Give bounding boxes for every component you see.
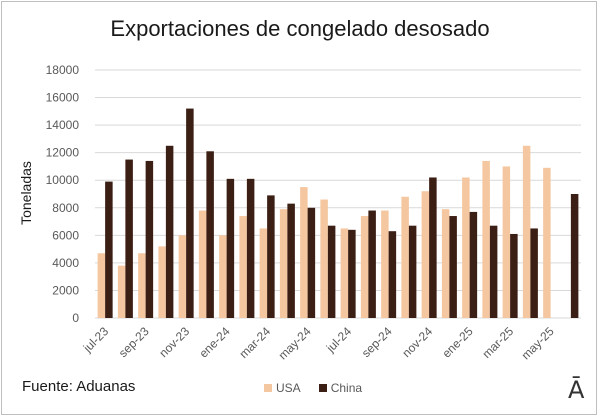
bar-usa-may-24 (300, 187, 308, 318)
bar-china-mar-25 (510, 233, 518, 318)
chart-title: Exportaciones de congelado desosado (110, 16, 490, 41)
bar-usa-abr-25 (522, 145, 531, 318)
bar-china-dic-24 (449, 216, 457, 318)
bar-usa-oct-23 (158, 246, 166, 318)
bar-usa-dic-23 (198, 210, 207, 318)
x-tick-label: may-25 (519, 324, 557, 362)
bar-usa-ago-23 (117, 265, 126, 318)
bar-usa-sep-23 (138, 253, 146, 318)
bar-usa-nov-24 (421, 191, 430, 318)
bar-china-mar-24 (267, 195, 275, 318)
legend-label-china: China (330, 381, 363, 395)
bar-usa-feb-25 (482, 160, 490, 318)
x-tick-label: ene-24 (196, 324, 233, 361)
bar-china-abr-25 (530, 228, 538, 318)
x-tick-label: ene-25 (439, 324, 476, 361)
bar-china-dic-23 (206, 151, 214, 318)
bar-usa-ene-25 (462, 177, 470, 318)
legend: USA China (264, 381, 362, 395)
bar-china-jul-23 (105, 181, 113, 318)
bar-usa-jun-24 (320, 199, 328, 318)
bar-china-feb-25 (489, 225, 498, 318)
legend-swatch-usa (264, 384, 272, 392)
bar-china-feb-24 (246, 178, 255, 318)
bar-usa-ene-24 (219, 235, 227, 318)
bar-usa-abr-24 (279, 209, 288, 318)
y-tick-label: 0 (72, 311, 79, 325)
y-tick-label: 8000 (52, 201, 79, 215)
y-tick-label: 14000 (46, 118, 80, 132)
x-tick-label: jul-24 (323, 324, 355, 356)
y-tick-label: 6000 (52, 228, 79, 242)
bar-china-may-24 (307, 207, 316, 318)
legend-swatch-china (318, 384, 327, 392)
bar-usa-mar-24 (259, 228, 268, 318)
source-note: Fuente: Aduanas (22, 378, 136, 395)
y-tick-label: 10000 (46, 173, 80, 187)
bar-china-jun-25 (570, 194, 579, 318)
y-tick-label: 4000 (52, 256, 79, 270)
bar-china-ene-25 (469, 211, 478, 318)
x-tick-label: sep-23 (116, 324, 152, 360)
bars (97, 108, 579, 318)
legend-item-china: China (318, 381, 363, 395)
x-tick-label: may-24 (276, 324, 314, 362)
x-tick-label: nov-23 (156, 324, 192, 360)
brand-logo: Ā (568, 376, 585, 404)
bar-china-jun-24 (327, 225, 336, 318)
x-tick-label: mar-24 (236, 324, 273, 361)
bar-usa-nov-23 (178, 235, 187, 318)
x-tick-label: nov-24 (399, 324, 435, 360)
bar-china-ago-24 (368, 210, 376, 318)
bar-china-jul-24 (348, 229, 356, 318)
bar-china-nov-24 (429, 177, 437, 318)
x-tick-label: jul-23 (80, 324, 112, 356)
bar-china-sep-23 (145, 160, 154, 318)
x-tick-labels: jul-23 sep-23 nov-23 ene-24 mar-24 may-24 jul-… (80, 324, 557, 362)
bar-china-sep-24 (388, 231, 397, 318)
bar-usa-jul-23 (97, 253, 106, 318)
bar-usa-jul-24 (340, 228, 349, 318)
x-tick-label: sep-24 (359, 324, 395, 360)
y-tick-label: 16000 (46, 91, 80, 105)
bar-usa-mar-25 (502, 166, 511, 318)
y-tick-label: 12000 (46, 146, 80, 160)
legend-item-usa: USA (264, 381, 301, 395)
x-tick-label: mar-25 (479, 324, 516, 361)
bar-china-ene-24 (226, 178, 235, 318)
bar-usa-dic-24 (441, 209, 450, 318)
bar-usa-ago-24 (360, 216, 369, 318)
bar-china-nov-23 (186, 108, 194, 318)
bar-usa-may-25 (543, 167, 551, 318)
bar-usa-sep-24 (381, 210, 389, 318)
bar-usa-oct-24 (401, 196, 409, 318)
legend-label-usa: USA (276, 381, 301, 395)
bar-china-oct-24 (408, 225, 417, 318)
bar-china-oct-23 (165, 145, 174, 318)
bar-china-abr-24 (287, 203, 295, 318)
gridlines (95, 69, 581, 319)
y-tick-labels: 0 2000 4000 6000 8000 10000 12000 14000 16000 180… (46, 63, 80, 325)
y-tick-label: 18000 (46, 63, 80, 77)
bar-usa-feb-24 (239, 216, 247, 318)
bar-china-ago-23 (125, 159, 133, 318)
y-tick-label: 2000 (52, 283, 79, 297)
